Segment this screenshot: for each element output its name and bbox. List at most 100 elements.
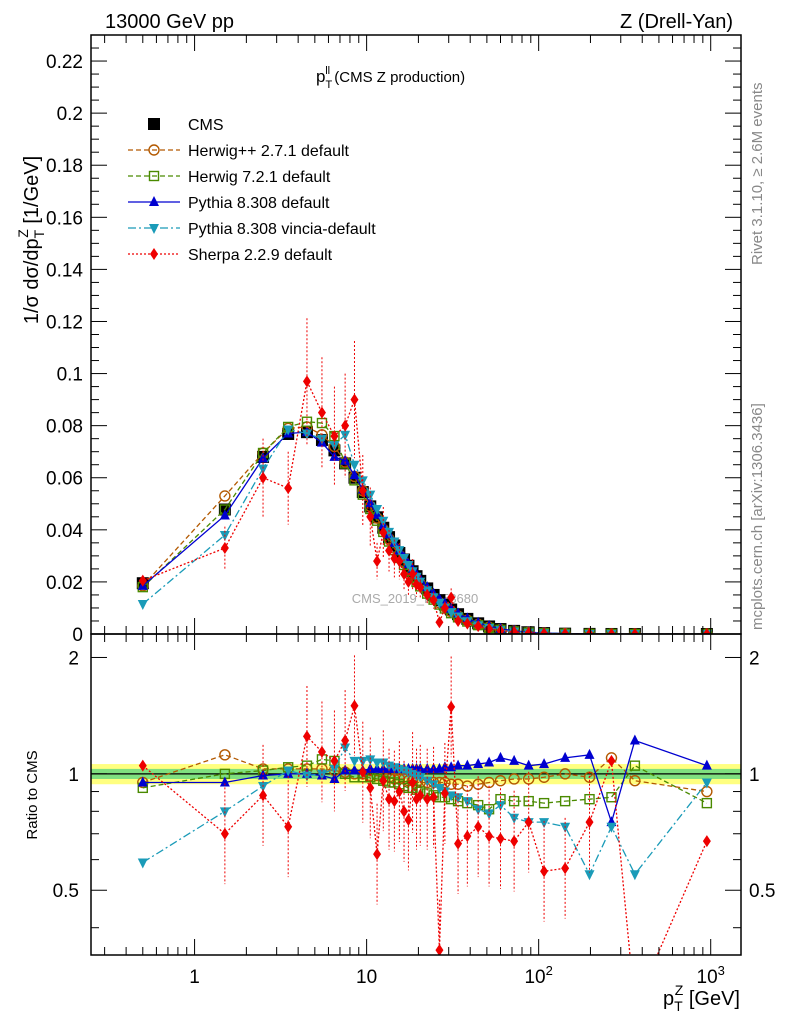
- ratio-point: [219, 749, 231, 761]
- ratio-point: [404, 813, 413, 826]
- lower-series-group: [91, 655, 741, 1013]
- ratio-point: [137, 776, 148, 787]
- lower-frame: [90, 633, 742, 956]
- data-point: [463, 617, 472, 630]
- ratio-point: [631, 1001, 639, 1013]
- ratio-point: [629, 775, 641, 787]
- ratio-plot: 1 10 102 103 0.5 0.5 1 1 2 2: [53, 633, 775, 1013]
- data-point: [316, 434, 327, 445]
- legend-marker-pythia-8-308-default: [149, 196, 159, 206]
- ratio-point: [701, 778, 712, 789]
- legend-marker-herwig-2-7-1-default: [148, 144, 160, 156]
- data-point: [258, 452, 269, 463]
- data-point: [220, 542, 229, 555]
- ratio-point: [474, 820, 483, 833]
- y-axis-label-upper: 1/σ dσ/dpTZ [1/GeV]: [15, 156, 47, 324]
- data-point: [350, 393, 359, 406]
- data-point: [219, 509, 230, 520]
- header-right: Z (Drell-Yan): [620, 11, 733, 33]
- y-tick-label-left: 0.5: [53, 881, 79, 902]
- header-left: 13000 GeV pp: [105, 11, 234, 33]
- x-tick-label: 1: [189, 967, 200, 988]
- ratio-point: [523, 759, 534, 770]
- data-point: [384, 527, 395, 538]
- data-point: [399, 553, 410, 564]
- data-point: [385, 544, 394, 557]
- legend: CMS Herwig++ 2.7.1 default Herwig 7.2.1 de…: [128, 117, 376, 264]
- data-point: [446, 608, 457, 619]
- ratio-point: [606, 822, 617, 833]
- ratio-point: [524, 816, 533, 829]
- ratio-point: [485, 830, 494, 843]
- x-axis-label: pTZ [GeV]: [663, 982, 740, 1014]
- ratio-point: [219, 776, 230, 787]
- data-point: [373, 555, 382, 568]
- data-point: [540, 627, 549, 634]
- data-point: [358, 484, 367, 497]
- ratio-point: [509, 754, 520, 765]
- ratio-point: [629, 734, 640, 745]
- y-tick-label: 0.06: [46, 469, 83, 490]
- data-point: [561, 627, 570, 634]
- ratio-point: [259, 789, 268, 802]
- rivet-label: Rivet 3.1.10, ≥ 2.6M events: [749, 83, 766, 266]
- ratio-point: [538, 797, 550, 809]
- ratio-point: [538, 771, 550, 783]
- y-tick-label-left: 2: [68, 648, 79, 669]
- data-point: [400, 568, 409, 581]
- ratio-point: [629, 760, 641, 771]
- y-tick-label-right: 0.5: [749, 881, 775, 902]
- data-point: [365, 497, 376, 508]
- data-point: [378, 516, 389, 527]
- data-point: [607, 627, 616, 634]
- data-point: [340, 430, 351, 441]
- ratio-point: [415, 762, 426, 773]
- ratio-point: [220, 827, 229, 840]
- ratio-point: [440, 787, 449, 800]
- svg-text:1/σ dσ/dpTZ [1/GeV]: 1/σ dσ/dpTZ [1/GeV]: [15, 156, 47, 324]
- ratio-point: [560, 751, 571, 762]
- ratio-point: [365, 762, 376, 773]
- data-point: [302, 375, 311, 388]
- ratio-point: [508, 773, 520, 785]
- data-point: [349, 469, 360, 480]
- plot-title-sub: T: [325, 79, 332, 91]
- ratio-point: [453, 759, 464, 770]
- data-point: [138, 574, 147, 587]
- ratio-point: [395, 785, 404, 798]
- y-axis-label-lower: Ratio to CMS: [24, 750, 41, 839]
- ratio-point: [390, 795, 399, 808]
- y-tick-label-right: 1: [749, 765, 760, 786]
- y-tick-label: 0.14: [46, 260, 83, 281]
- ratio-point: [373, 848, 382, 861]
- legend-label-herwig-2-7-1-default: Herwig++ 2.7.1 default: [188, 143, 350, 160]
- ratio-point: [539, 818, 550, 829]
- y-label-sub: T: [31, 229, 47, 238]
- data-point: [474, 620, 483, 633]
- data-point: [702, 627, 711, 634]
- plot-title-sup: ll: [325, 65, 330, 77]
- ratio-point: [385, 793, 394, 806]
- ratio-point: [584, 748, 595, 759]
- ratio-point: [463, 830, 472, 843]
- ratio-point: [434, 783, 445, 794]
- data-point: [435, 616, 444, 629]
- ratio-point: [539, 758, 550, 769]
- data-point: [372, 504, 383, 515]
- x-label-sup: Z: [675, 982, 684, 998]
- ratio-point: [494, 775, 507, 787]
- legend-marker-herwig-7-2-1-default: [148, 170, 160, 182]
- mcplots-label: mcplots.cern.ch [arXiv:1306.3436]: [749, 403, 766, 630]
- plot-title-main: p: [316, 67, 325, 86]
- legend-label-herwig-7-2-1-default: Herwig 7.2.1 default: [188, 169, 331, 186]
- watermark: CMS_2019_I1753680: [352, 591, 479, 606]
- svg-text:pTZ [GeV]: pTZ [GeV]: [663, 982, 740, 1014]
- ratio-point: [137, 858, 148, 869]
- ratio-point: [629, 870, 640, 881]
- ratio-point: [561, 862, 570, 875]
- ratio-point: [138, 759, 147, 772]
- ratio-point: [510, 835, 519, 848]
- ratio-point: [329, 764, 340, 775]
- data-point: [630, 627, 639, 634]
